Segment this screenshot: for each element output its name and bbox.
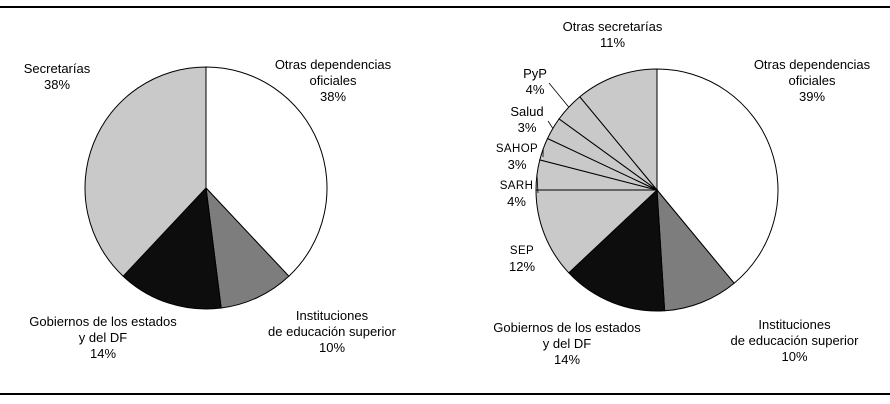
slice-pct-text: 38% (319, 89, 347, 104)
top-rule (0, 6, 890, 8)
label-right-gobiernos: Gobiernos de los estados y del DF 14% (472, 320, 662, 368)
slice-label-text: Secretarías (23, 61, 91, 76)
label-right-sep: SEP 12% (490, 243, 554, 275)
slice-label-text: Salud (510, 104, 544, 119)
slice-pct-text: 11% (599, 35, 626, 50)
slice-label-text: PyP (523, 66, 547, 81)
pie-slice (84, 66, 207, 277)
slice-pct-text: 39% (798, 89, 826, 104)
label-right-sarh: SARH 4% (484, 178, 549, 210)
pie-slice (656, 68, 779, 284)
pie-slice (568, 188, 666, 312)
slice-label-text: Instituciones de educación superior (730, 317, 859, 348)
slice-pct-text: 14% (89, 346, 117, 361)
slice-label-text: Instituciones de educación superior (268, 308, 396, 339)
slice-pct-text: 10% (781, 349, 808, 364)
label-right-salud: Salud 3% (496, 104, 558, 136)
slice-label-text: Gobiernos de los estados y del DF (29, 314, 177, 345)
callout-line (548, 82, 570, 108)
pie-slice (656, 188, 735, 312)
pie-slice (205, 66, 328, 277)
label-right-pyp: PyP 4% (505, 66, 565, 98)
callout-line (547, 120, 554, 129)
slice-label-text: Otras dependencias oficiales (274, 57, 392, 88)
slice-pct-text: 4% (507, 194, 526, 209)
label-left-instituciones: Instituciones de educación superior 10% (237, 308, 427, 356)
slice-label-text: Otras dependencias oficiales (753, 57, 871, 88)
label-left-otras-dependencias: Otras dependencias oficiales 38% (258, 57, 408, 105)
pie-slice (579, 68, 658, 192)
pie-slice (122, 186, 222, 310)
label-right-instituciones: Instituciones de educación superior 10% (702, 317, 887, 365)
callout-line (536, 174, 539, 194)
slice-pct-text: 4% (525, 82, 545, 97)
bottom-rule (0, 393, 890, 395)
label-right-otras-dependencias: Otras dependencias oficiales 39% (737, 57, 887, 105)
label-right-otras-secretarias: Otras secretarías 11% (545, 19, 680, 51)
slice-pct-text: 3% (517, 120, 537, 135)
slice-pct-text: 10% (318, 340, 346, 355)
label-right-sahop: SAHOP 3% (482, 141, 552, 173)
pie-slice (535, 189, 659, 274)
slice-label-text: Gobiernos de los estados y del DF (493, 320, 641, 351)
slice-pct-text: 12% (508, 259, 536, 274)
label-left-gobiernos: Gobiernos de los estados y del DF 14% (8, 314, 198, 362)
label-left-secretarias: Secretarías 38% (7, 61, 107, 93)
slice-pct-text: 3% (507, 157, 527, 172)
pie-slice (205, 186, 290, 309)
slice-pct-text: 14% (553, 352, 581, 367)
slice-label-text: SEP (509, 245, 535, 257)
slice-label-text: SARH (499, 180, 534, 192)
slice-label-text: SAHOP (495, 143, 539, 155)
slice-label-text: Otras secretarías (562, 19, 663, 34)
slice-pct-text: 38% (43, 77, 71, 92)
